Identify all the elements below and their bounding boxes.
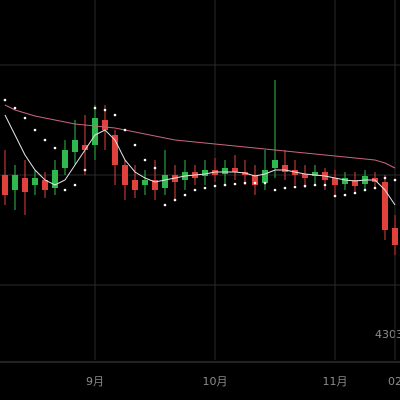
sar-dot — [333, 194, 337, 198]
sar-dot — [173, 198, 177, 202]
sar-dot — [13, 106, 17, 110]
ma-line — [4, 104, 396, 169]
sar-dot — [113, 113, 117, 117]
candle-body — [52, 170, 58, 188]
ma-line — [4, 114, 396, 206]
sar-dot — [153, 166, 157, 170]
sar-dot — [203, 186, 207, 190]
candle-body — [272, 160, 278, 168]
x-tick-label: 11月 — [323, 375, 348, 388]
candle-body — [222, 168, 228, 174]
sar-dot — [303, 184, 307, 188]
sar-dot — [53, 146, 57, 150]
min-label: 4303 — [375, 328, 400, 341]
sar-dot — [43, 138, 47, 142]
x-tick-label: 9月 — [86, 375, 104, 388]
candle-body — [342, 178, 348, 184]
candle-body — [382, 182, 388, 230]
candle-body — [12, 175, 18, 190]
sar-dot — [323, 183, 327, 187]
sar-dot — [93, 106, 97, 110]
sar-dot — [3, 98, 7, 102]
candle-body — [262, 170, 268, 183]
sar-dot — [373, 186, 377, 190]
candle-body — [112, 135, 118, 165]
candle-body — [392, 228, 398, 245]
sar-dot — [63, 188, 67, 192]
sar-dot — [133, 143, 137, 147]
candle-body — [162, 175, 168, 188]
sar-dot — [283, 186, 287, 190]
sar-dot — [253, 181, 257, 185]
candle-body — [2, 175, 8, 195]
sar-dot — [193, 188, 197, 192]
sar-dot — [363, 188, 367, 192]
candle-body — [122, 165, 128, 185]
candle-body — [102, 120, 108, 130]
sar-dot — [223, 183, 227, 187]
candle-body — [142, 180, 148, 185]
sar-dot — [353, 191, 357, 195]
sar-dot — [313, 183, 317, 187]
sar-dot — [273, 188, 277, 192]
candle-body — [302, 174, 308, 178]
sar-dot — [343, 193, 347, 197]
sar-dot — [83, 168, 87, 172]
sar-dot — [23, 116, 27, 120]
sar-dot — [243, 181, 247, 185]
candle-body — [152, 180, 158, 190]
sar-dot — [183, 193, 187, 197]
candle-body — [282, 165, 288, 172]
sar-dot — [73, 183, 77, 187]
candle-body — [312, 172, 318, 176]
sar-dot — [123, 128, 127, 132]
sar-dot — [233, 182, 237, 186]
sar-dot — [393, 178, 397, 182]
candle-body — [132, 180, 138, 190]
candle-body — [62, 150, 68, 168]
sar-dot — [103, 108, 107, 112]
sar-dot — [143, 158, 147, 162]
sar-dot — [163, 203, 167, 207]
sar-dot — [33, 128, 37, 132]
candle-body — [72, 140, 78, 152]
x-tick-label: 02 — [388, 375, 400, 388]
sar-dot — [293, 185, 297, 189]
x-tick-label: 10月 — [203, 375, 228, 388]
candle-body — [22, 178, 28, 192]
candle-body — [42, 180, 48, 190]
candle-body — [32, 178, 38, 185]
sar-dot — [213, 184, 217, 188]
candle-body — [352, 180, 358, 186]
candle-body — [202, 170, 208, 176]
candle-body — [232, 168, 238, 172]
candle-body — [332, 178, 338, 185]
candle-body — [252, 175, 258, 185]
sar-dot — [383, 176, 387, 180]
sar-dot — [263, 181, 267, 185]
candle-body — [92, 118, 98, 145]
candle-body — [82, 145, 88, 150]
